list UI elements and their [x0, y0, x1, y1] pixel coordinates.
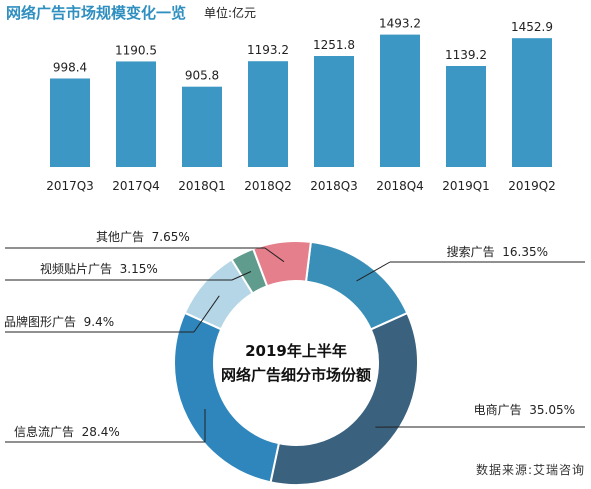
bar-2017Q4	[116, 61, 156, 167]
bar-category-label: 2017Q4	[112, 179, 160, 193]
bar-category-label: 2017Q3	[46, 179, 94, 193]
bar-value-label: 1139.2	[445, 48, 487, 62]
donut-slice-label: 信息流广告 28.4%	[14, 424, 120, 439]
bar-chart-title: 网络广告市场规模变化一览	[6, 4, 186, 22]
bar-value-label: 905.8	[185, 69, 219, 83]
leader-line-connector	[231, 271, 252, 281]
bar-category-label: 2019Q1	[442, 179, 490, 193]
donut-slice-5	[251, 240, 312, 288]
bar-value-label: 1190.5	[115, 43, 157, 57]
bar-category-label: 2019Q2	[508, 179, 556, 193]
bar-2019Q1	[446, 65, 486, 167]
donut-slice-label: 其他广告 7.65%	[96, 230, 190, 244]
donut-center-title-line2: 网络广告细分市场份额	[221, 366, 371, 384]
donut-center-title-line1: 2019年上半年	[245, 342, 347, 360]
bar-category-label: 2018Q4	[376, 179, 424, 193]
bar-2019Q2	[512, 38, 552, 167]
leader-line-connector	[193, 295, 220, 333]
bar-2018Q2	[248, 61, 288, 167]
donut-slice-label: 电商广告 35.05%	[474, 402, 575, 417]
bar-value-label: 1452.9	[511, 20, 553, 34]
bar-2017Q3	[50, 78, 90, 167]
bar-value-label: 1251.8	[313, 38, 355, 52]
donut-labels: 搜索广告 16.35% 电商广告 35.05% 信息流广告 28.4% 品牌图形广告 …	[4, 230, 575, 439]
donut-slice-0	[304, 240, 409, 331]
donut-slice-label: 品牌图形广告 9.4%	[4, 315, 114, 329]
bar-category-label: 2018Q3	[310, 179, 358, 193]
leader-line-connector	[356, 261, 391, 282]
donut-slice-1	[269, 311, 419, 486]
bar-chart-unit: 单位:亿元	[204, 5, 256, 20]
bar-2018Q1	[182, 86, 222, 167]
bar-2018Q4	[380, 34, 420, 167]
data-source-note: 数据来源:艾瑞咨询	[476, 462, 585, 477]
donut-slice-label: 视频贴片广告 3.15%	[40, 261, 158, 276]
bar-value-label: 1193.2	[247, 43, 289, 57]
bar-category-label: 2018Q2	[244, 179, 292, 193]
donut-chart	[173, 240, 419, 486]
bar-series: 998.4 2017Q3 1190.5 2017Q4 905.8 2018Q1 1193.2…	[46, 17, 556, 193]
donut-slice-label: 搜索广告 16.35%	[447, 244, 548, 259]
donut-slice-2	[173, 311, 281, 484]
leader-line-connector	[264, 247, 285, 263]
donut-leader-lines	[5, 247, 585, 443]
bar-value-label: 1493.2	[379, 17, 421, 31]
bar-2018Q3	[314, 56, 354, 167]
bar-category-label: 2018Q1	[178, 179, 226, 193]
bar-value-label: 998.4	[53, 60, 87, 74]
